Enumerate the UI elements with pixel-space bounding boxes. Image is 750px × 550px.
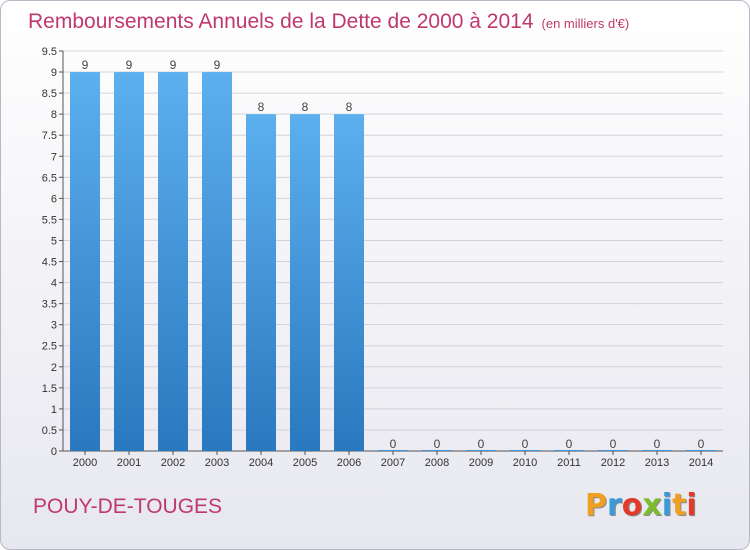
y-tick-label: 6.5 — [42, 172, 57, 184]
y-tick-label: 2 — [51, 362, 57, 374]
data-label-2000: 9 — [82, 58, 89, 72]
bar-2012 — [598, 450, 628, 451]
bars — [70, 72, 716, 451]
x-tick-label-2009: 2009 — [469, 457, 493, 469]
commune-name: POUY-DE-TOUGES — [33, 495, 223, 518]
x-tick-label-2004: 2004 — [249, 457, 273, 469]
bar-2005 — [290, 114, 320, 451]
y-tick-label: 5.5 — [42, 214, 57, 226]
x-tick-label-2011: 2011 — [557, 457, 581, 469]
x-tick-label-2001: 2001 — [117, 457, 141, 469]
y-tick-label: 3 — [51, 320, 57, 332]
data-label-2001: 9 — [126, 58, 133, 72]
data-label-2011: 0 — [566, 437, 573, 451]
y-tick-label: 0 — [51, 446, 57, 458]
bar-2003 — [202, 72, 232, 451]
y-tick-label: 6 — [51, 193, 57, 205]
x-tick-label-2002: 2002 — [161, 457, 185, 469]
data-label-2003: 9 — [214, 58, 221, 72]
data-label-2006: 8 — [346, 100, 353, 114]
y-tick-label: 2.5 — [42, 341, 57, 353]
logo-letter: o — [621, 488, 643, 523]
y-tick-label: 0.5 — [42, 425, 57, 437]
data-label-2004: 8 — [258, 100, 265, 114]
bar-2006 — [334, 114, 364, 451]
bar-2008 — [422, 450, 452, 451]
y-tick-label: 8 — [51, 109, 57, 121]
bar-2009 — [466, 450, 496, 451]
bar-2011 — [554, 450, 584, 451]
y-tick-label: 1 — [51, 404, 57, 416]
data-label-2007: 0 — [390, 437, 397, 451]
y-tick-label: 8.5 — [42, 88, 57, 100]
logo-letter: i — [661, 488, 673, 523]
bar-2007 — [378, 450, 408, 451]
x-tick-label-2013: 2013 — [645, 457, 669, 469]
data-label-2008: 0 — [434, 437, 441, 451]
y-tick-label: 4.5 — [42, 257, 57, 269]
x-tick-label-2008: 2008 — [425, 457, 449, 469]
data-label-2005: 8 — [302, 100, 309, 114]
logo-letter: t — [672, 488, 687, 523]
data-label-2010: 0 — [522, 437, 529, 451]
data-label-2009: 0 — [478, 437, 485, 451]
logo-letter: P — [585, 488, 607, 523]
y-tick-label: 1.5 — [42, 383, 57, 395]
bar-2010 — [510, 450, 540, 451]
logo-letter: i — [686, 488, 697, 523]
x-tick-label-2010: 2010 — [513, 457, 537, 469]
bar-2000 — [70, 72, 100, 451]
proxiti-logo: Proxiti — [585, 488, 697, 523]
x-tick-label-2005: 2005 — [293, 457, 317, 469]
x-tick-label-2006: 2006 — [337, 457, 361, 469]
y-tick-label: 4 — [51, 278, 57, 290]
bar-2002 — [158, 72, 188, 451]
bar-2004 — [246, 114, 276, 451]
chart-unit: (en milliers d'€) — [541, 16, 630, 31]
data-label-2002: 9 — [170, 58, 177, 72]
y-tick-label: 3.5 — [42, 299, 57, 311]
x-tick-label-2012: 2012 — [601, 457, 625, 469]
y-tick-label: 9 — [51, 67, 57, 79]
data-label-2012: 0 — [610, 437, 617, 451]
x-tick-label-2014: 2014 — [689, 457, 713, 469]
x-tick-label-2003: 2003 — [205, 457, 229, 469]
data-label-2014: 0 — [698, 437, 705, 451]
chart-title: Remboursements Annuels de la Dette de 20… — [28, 10, 534, 33]
chart-title-block: Remboursements Annuels de la Dette de 20… — [28, 10, 629, 34]
y-tick-label: 7.5 — [42, 130, 57, 142]
logo-letter: x — [642, 488, 662, 523]
data-label-2013: 0 — [654, 437, 661, 451]
bar-2013 — [642, 450, 672, 451]
labels: 0 0.5 1 1.5 2 2.5 3 3.5 4 4.5 5 5.5 6 6.5 7 7.5 8 8.5 9 9.5… — [42, 46, 714, 469]
y-tick-label: 5 — [51, 235, 57, 247]
y-tick-label: 7 — [51, 151, 57, 163]
x-tick-label-2000: 2000 — [73, 457, 97, 469]
y-tick-label: 9.5 — [42, 46, 57, 58]
bar-2014 — [686, 450, 716, 451]
x-tick-label-2007: 2007 — [381, 457, 405, 469]
logo-letter: r — [607, 488, 622, 523]
bar-2001 — [114, 72, 144, 451]
